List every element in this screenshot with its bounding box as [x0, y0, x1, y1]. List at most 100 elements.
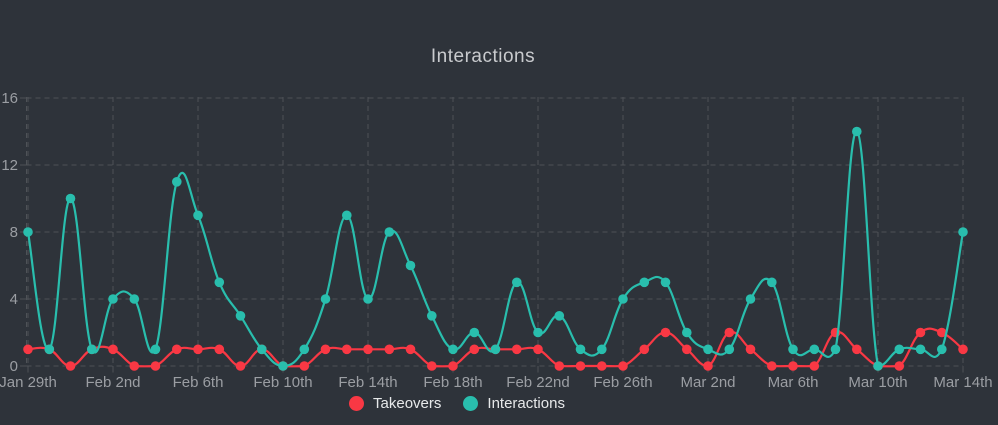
data-point-takeovers[interactable]: [65, 361, 76, 371]
data-point-interactions[interactable]: [23, 227, 33, 237]
data-point-takeovers[interactable]: [958, 344, 968, 355]
data-point-interactions[interactable]: [172, 177, 182, 187]
data-point-interactions[interactable]: [342, 210, 352, 221]
data-point-takeovers[interactable]: [618, 361, 628, 371]
data-point-interactions[interactable]: [129, 294, 140, 304]
data-point-takeovers[interactable]: [575, 361, 586, 371]
data-point-takeovers[interactable]: [469, 344, 480, 355]
data-point-takeovers[interactable]: [299, 361, 310, 371]
data-point-interactions[interactable]: [448, 344, 458, 355]
data-point-interactions[interactable]: [575, 344, 586, 355]
data-point-takeovers[interactable]: [724, 327, 735, 338]
data-point-takeovers[interactable]: [214, 344, 225, 355]
data-point-interactions[interactable]: [490, 344, 501, 355]
legend-item-interactions[interactable]: Interactions: [463, 395, 565, 412]
data-point-interactions[interactable]: [958, 227, 968, 237]
data-point-interactions[interactable]: [703, 344, 713, 355]
data-point-takeovers[interactable]: [512, 344, 522, 355]
data-point-interactions[interactable]: [363, 294, 373, 304]
data-point-takeovers[interactable]: [320, 344, 331, 355]
data-point-interactions[interactable]: [150, 344, 161, 355]
data-point-interactions[interactable]: [44, 344, 55, 355]
data-point-takeovers[interactable]: [937, 327, 947, 338]
data-point-interactions[interactable]: [788, 344, 798, 355]
data-point-interactions[interactable]: [660, 277, 671, 288]
data-point-interactions[interactable]: [873, 361, 883, 371]
x-tick-label: Mar 14th: [933, 374, 992, 391]
data-point-takeovers[interactable]: [852, 344, 862, 355]
data-point-takeovers[interactable]: [405, 344, 416, 355]
data-point-interactions[interactable]: [809, 344, 820, 355]
y-tick-label: 16: [1, 90, 18, 107]
chart-title: Interactions: [430, 46, 536, 67]
data-point-takeovers[interactable]: [384, 344, 395, 355]
data-point-takeovers[interactable]: [172, 344, 182, 355]
data-point-interactions[interactable]: [915, 344, 926, 355]
data-point-takeovers[interactable]: [554, 361, 565, 371]
data-point-interactions[interactable]: [597, 344, 607, 355]
data-point-interactions[interactable]: [193, 210, 203, 221]
data-point-takeovers[interactable]: [767, 361, 777, 371]
data-point-interactions[interactable]: [384, 227, 395, 237]
data-point-takeovers[interactable]: [809, 361, 820, 371]
data-point-takeovers[interactable]: [915, 327, 926, 338]
data-point-interactions[interactable]: [937, 344, 947, 355]
data-point-interactions[interactable]: [618, 294, 628, 304]
data-point-interactions[interactable]: [278, 361, 288, 371]
data-point-takeovers[interactable]: [660, 327, 671, 338]
data-point-takeovers[interactable]: [342, 344, 352, 355]
data-point-takeovers[interactable]: [788, 361, 798, 371]
data-point-interactions[interactable]: [745, 294, 756, 304]
data-point-interactions[interactable]: [830, 344, 841, 355]
data-point-interactions[interactable]: [894, 344, 905, 355]
x-tick-label: Mar 10th: [848, 374, 907, 391]
x-tick-label: Feb 22nd: [506, 374, 569, 391]
data-point-interactions[interactable]: [639, 277, 650, 288]
data-point-takeovers[interactable]: [745, 344, 756, 355]
x-tick-label: Mar 6th: [768, 374, 819, 391]
data-point-interactions[interactable]: [512, 277, 522, 288]
data-point-takeovers[interactable]: [639, 344, 650, 355]
data-point-interactions[interactable]: [235, 311, 246, 321]
y-tick-label: 12: [1, 157, 18, 174]
data-point-takeovers[interactable]: [427, 361, 437, 371]
data-point-interactions[interactable]: [87, 344, 97, 355]
x-tick-label: Feb 2nd: [85, 374, 140, 391]
data-point-takeovers[interactable]: [682, 344, 692, 355]
data-point-takeovers[interactable]: [235, 361, 246, 371]
x-tick-label: Feb 14th: [338, 374, 397, 391]
data-point-interactions[interactable]: [469, 327, 480, 338]
data-point-takeovers[interactable]: [150, 361, 161, 371]
data-point-interactions[interactable]: [533, 327, 543, 338]
data-point-takeovers[interactable]: [597, 361, 607, 371]
data-point-interactions[interactable]: [554, 311, 565, 321]
data-point-takeovers[interactable]: [108, 344, 118, 355]
data-point-interactions[interactable]: [852, 126, 862, 137]
data-point-interactions[interactable]: [724, 344, 735, 355]
data-point-interactions[interactable]: [320, 294, 331, 304]
data-point-takeovers[interactable]: [129, 361, 140, 371]
data-point-interactions[interactable]: [214, 277, 225, 288]
x-tick-label: Jan 29th: [0, 374, 57, 391]
data-point-interactions[interactable]: [299, 344, 310, 355]
data-point-interactions[interactable]: [767, 277, 777, 288]
legend-item-takeovers[interactable]: Takeovers: [349, 395, 441, 412]
data-point-takeovers[interactable]: [448, 361, 458, 371]
data-point-takeovers[interactable]: [894, 361, 905, 371]
data-point-interactions[interactable]: [405, 260, 416, 271]
x-tick-label: Mar 2nd: [680, 374, 735, 391]
data-point-takeovers[interactable]: [363, 344, 373, 355]
data-point-interactions[interactable]: [65, 193, 76, 204]
data-point-interactions[interactable]: [257, 344, 267, 355]
data-point-takeovers[interactable]: [533, 344, 543, 355]
data-point-interactions[interactable]: [108, 294, 118, 304]
data-point-interactions[interactable]: [427, 311, 437, 321]
data-point-interactions[interactable]: [682, 327, 692, 338]
data-point-takeovers[interactable]: [23, 344, 33, 355]
data-point-takeovers[interactable]: [193, 344, 203, 355]
x-tick-label: Feb 18th: [423, 374, 482, 391]
data-point-takeovers[interactable]: [703, 361, 713, 371]
y-tick-label: 0: [10, 358, 18, 375]
